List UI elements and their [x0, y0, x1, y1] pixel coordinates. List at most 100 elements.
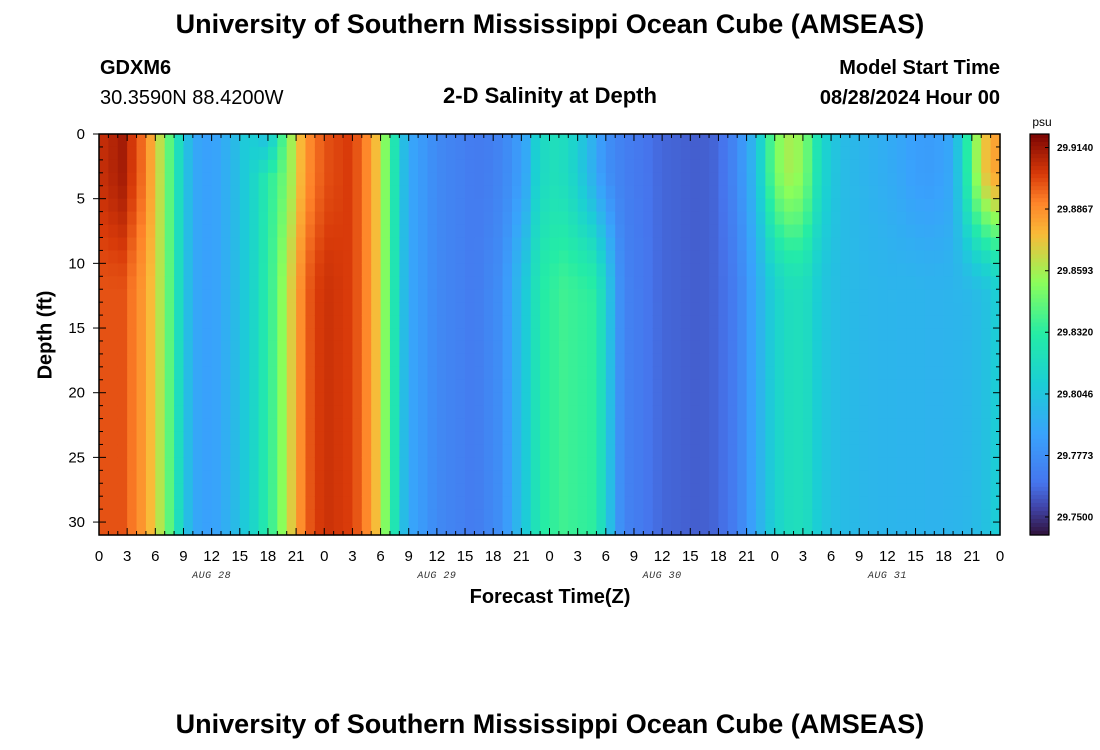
heatmap-cell [633, 224, 644, 239]
heatmap-cell [436, 237, 447, 252]
heatmap-cell [990, 457, 1001, 471]
heatmap-cell [652, 302, 663, 316]
heatmap-cell [849, 315, 860, 329]
heatmap-cell [718, 483, 729, 497]
heatmap-cell [915, 444, 926, 458]
heatmap-cell [577, 134, 588, 148]
heatmap-cell [436, 340, 447, 355]
heatmap-cell [568, 198, 579, 213]
heatmap-cell [530, 457, 541, 471]
heatmap-cell [305, 340, 316, 355]
heatmap-cell [924, 315, 935, 329]
heatmap-cell [615, 457, 626, 471]
heatmap-cell [652, 224, 663, 239]
heatmap-cell [624, 470, 635, 484]
heatmap-cell [511, 405, 522, 420]
heatmap-cell [746, 289, 757, 303]
heatmap-cell [840, 379, 851, 394]
heatmap-cell [530, 159, 541, 174]
heatmap-cell [577, 353, 588, 368]
heatmap-cell [117, 250, 128, 264]
heatmap-cell [521, 444, 532, 458]
heatmap-cell [521, 457, 532, 471]
heatmap-cell [465, 276, 476, 290]
heatmap-cell [408, 509, 419, 523]
heatmap-cell [511, 276, 522, 290]
heatmap-cell [446, 159, 457, 174]
heatmap-cell [511, 289, 522, 303]
heatmap-cell [577, 405, 588, 420]
heatmap-cell [643, 496, 654, 510]
heatmap-cell [230, 146, 241, 161]
heatmap-cell [633, 276, 644, 290]
heatmap-cell [267, 224, 278, 239]
heatmap-cell [455, 276, 466, 290]
heatmap-cell [831, 250, 842, 264]
heatmap-cell [296, 134, 307, 148]
heatmap-cell [511, 483, 522, 497]
heatmap-cell [953, 418, 964, 433]
heatmap-cell [352, 392, 363, 407]
heatmap-cell [990, 237, 1001, 252]
heatmap-cell [108, 379, 119, 394]
heatmap-cell [709, 431, 720, 446]
heatmap-cell [577, 276, 588, 290]
heatmap-cell [474, 366, 485, 381]
heatmap-cell [258, 315, 269, 329]
heatmap-cell [962, 211, 973, 226]
heatmap-cell [230, 134, 241, 148]
heatmap-cell [361, 496, 372, 510]
heatmap-cell [943, 405, 954, 420]
heatmap-cell [652, 172, 663, 187]
heatmap-cell [549, 289, 560, 303]
heatmap-cell [953, 211, 964, 226]
heatmap-cell [831, 392, 842, 407]
heatmap-cell [436, 315, 447, 329]
heatmap-cell [877, 302, 888, 316]
heatmap-cell [305, 366, 316, 381]
heatmap-cell [418, 431, 429, 446]
heatmap-cell [633, 379, 644, 394]
heatmap-cell [155, 392, 166, 407]
heatmap-cell [108, 418, 119, 433]
heatmap-cell [596, 172, 607, 187]
heatmap-cell [690, 328, 701, 342]
heatmap-cell [324, 185, 335, 200]
heatmap-cell [127, 276, 138, 290]
heatmap-cell [718, 302, 729, 316]
heatmap-cell [755, 211, 766, 226]
colorbar-segment [1030, 242, 1049, 247]
heatmap-cell [380, 185, 391, 200]
heatmap-cell [221, 289, 231, 303]
heatmap-cell [840, 470, 851, 484]
heatmap-cell [821, 392, 832, 407]
heatmap-cell [924, 483, 935, 497]
heatmap-cell [164, 444, 175, 458]
heatmap-cell [145, 276, 156, 290]
heatmap-cell [211, 379, 222, 394]
heatmap-cell [821, 328, 832, 342]
heatmap-cell [249, 470, 260, 484]
heatmap-cell [849, 146, 860, 161]
heatmap-cell [755, 392, 766, 407]
heatmap-cell [718, 522, 729, 536]
heatmap-cell [286, 392, 297, 407]
heatmap-cell [277, 392, 288, 407]
heatmap-cell [624, 405, 635, 420]
heatmap-cell [305, 444, 316, 458]
heatmap-cell [258, 379, 269, 394]
heatmap-cell [596, 289, 607, 303]
heatmap-cell [877, 470, 888, 484]
heatmap-cell [249, 340, 260, 355]
heatmap-cell [596, 237, 607, 252]
heatmap-cell [924, 328, 935, 342]
heatmap-cell [596, 353, 607, 368]
heatmap-cell [436, 457, 447, 471]
heatmap-cell [690, 224, 701, 239]
heatmap-cell [971, 211, 982, 226]
heatmap-cell [436, 224, 447, 239]
heatmap-cell [699, 392, 710, 407]
heatmap-cell [314, 328, 325, 342]
heatmap-cell [164, 457, 175, 471]
heatmap-cell [615, 328, 626, 342]
